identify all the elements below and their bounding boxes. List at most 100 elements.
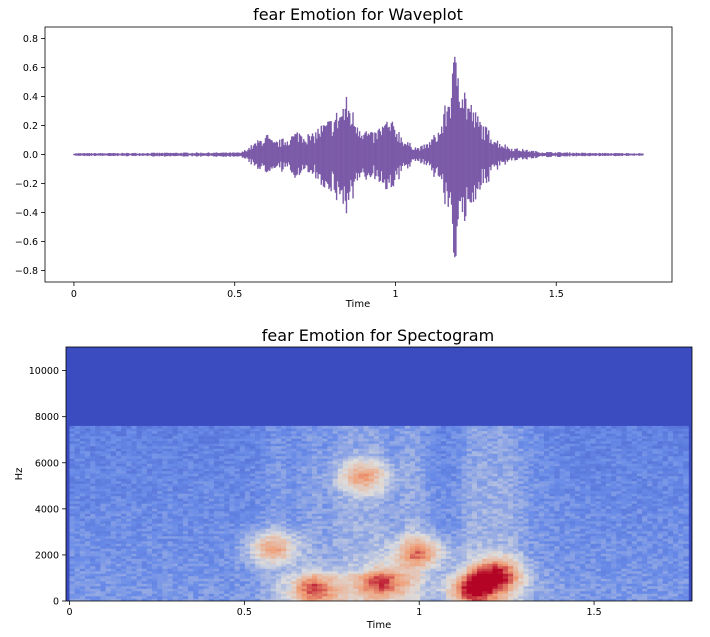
- spectrogram-cell: [363, 508, 369, 512]
- spectrogram-cell: [358, 558, 364, 562]
- spectrogram-cell: [152, 578, 158, 582]
- spectrogram-cell: [79, 485, 86, 489]
- spectrogram-cell: [229, 503, 235, 507]
- spectrogram-cell: [358, 528, 364, 532]
- spectrogram-cell: [90, 543, 96, 547]
- spectrogram-cell: [250, 570, 256, 574]
- spectrogram-cell: [234, 555, 241, 559]
- spectrogram-cell: [291, 553, 297, 557]
- spectrogram-cell: [270, 598, 277, 601]
- spectrogram-cell: [84, 533, 91, 537]
- spectrogram-cell: [74, 595, 81, 599]
- spectrogram-cell: [157, 448, 163, 452]
- spectrogram-cell: [141, 463, 148, 467]
- spectrogram-cell: [260, 553, 266, 557]
- spectrogram-cell: [260, 480, 266, 484]
- spectrogram-cell: [105, 438, 112, 442]
- spectrogram-cell: [260, 448, 266, 452]
- spectrogram-cell: [234, 530, 241, 534]
- spectrogram-cell: [373, 528, 380, 532]
- spectrogram-cell: [311, 588, 318, 592]
- spectrogram-cell: [69, 523, 75, 527]
- spectrogram-cell: [332, 450, 339, 454]
- spectrogram-cell: [291, 520, 297, 524]
- spectrogram-cell: [162, 498, 168, 502]
- spectrogram-cell: [193, 473, 199, 477]
- spectrogram-cell: [317, 428, 323, 432]
- spectrogram-cell: [353, 515, 359, 519]
- spectrogram-cell: [255, 483, 261, 487]
- spectrogram-cell: [275, 583, 282, 587]
- spectrogram-cell: [110, 430, 117, 434]
- spectrogram-cell: [198, 478, 204, 482]
- spectrogram-cell: [379, 475, 385, 479]
- spectrogram-cell: [219, 550, 225, 554]
- spectrogram-cell: [229, 438, 235, 442]
- spectrogram-cell: [167, 505, 173, 509]
- spectrogram-cell: [95, 470, 101, 474]
- spectrogram-cell: [280, 438, 287, 442]
- spectrogram-cell: [121, 553, 127, 557]
- spectrogram-cell: [306, 533, 313, 537]
- spectrogram-cell: [100, 505, 106, 509]
- spectrogram-cell: [373, 570, 380, 574]
- spectrogram-cell: [394, 550, 400, 554]
- spectrogram-cell: [198, 433, 204, 437]
- spectrogram-cell: [327, 483, 333, 487]
- spectrogram-cell: [90, 555, 96, 559]
- spectrogram-cell: [193, 585, 199, 589]
- spectrogram-cell: [213, 543, 220, 547]
- spectrogram-cell: [84, 485, 91, 489]
- spectrogram-cell: [373, 543, 380, 547]
- spectrogram-cell: [198, 453, 204, 457]
- spectrogram-cell: [322, 583, 328, 587]
- spectrogram-cell: [136, 528, 143, 532]
- spectrogram-cell: [79, 468, 86, 472]
- spectrogram-cell: [286, 498, 292, 502]
- spectrogram-cell: [188, 483, 194, 487]
- spectrogram-cell: [100, 475, 106, 479]
- spectrogram-cell: [224, 458, 230, 462]
- spectrogram-cell: [121, 480, 127, 484]
- spectrogram-cell: [193, 478, 199, 482]
- spectrogram-cell: [162, 590, 168, 594]
- spectrogram-cell: [100, 478, 106, 482]
- spectrogram-cell: [306, 465, 313, 469]
- spectrogram-cell: [203, 518, 210, 522]
- spectrogram-cell: [110, 445, 117, 449]
- spectrogram-cell: [291, 455, 297, 459]
- spectrogram-cell: [255, 425, 261, 429]
- spectrogram-cell: [239, 520, 246, 524]
- spectrogram-cell: [84, 458, 91, 462]
- spectrogram-cell: [79, 430, 86, 434]
- spectrogram-cell: [121, 455, 127, 459]
- spectrogram-cell: [177, 468, 184, 472]
- spectrogram-cell: [219, 588, 225, 592]
- spectrogram-cell: [250, 440, 256, 444]
- spectrogram-cell: [105, 510, 112, 514]
- spectrogram-cell: [136, 575, 143, 579]
- x-tick-label: 0.5: [227, 289, 242, 300]
- spectrogram-cell: [244, 500, 251, 504]
- spectrogram-cell: [69, 585, 75, 589]
- spectrogram-cell: [250, 518, 256, 522]
- spectrogram-cell: [291, 513, 297, 517]
- spectrogram-cell: [260, 425, 266, 429]
- spectrogram-cell: [250, 533, 256, 537]
- spectrogram-cell: [105, 590, 112, 594]
- spectrogram-cell: [301, 558, 308, 562]
- spectrogram-cell: [131, 425, 137, 429]
- spectrogram-cell: [95, 563, 101, 567]
- spectrogram-cell: [203, 520, 210, 524]
- spectrogram-cell: [337, 433, 344, 437]
- spectrogram-cell: [182, 545, 189, 549]
- spectrogram-cell: [301, 465, 308, 469]
- spectrogram-cell: [275, 568, 282, 572]
- spectrogram-cell: [198, 435, 204, 439]
- spectrogram-cell: [296, 590, 302, 594]
- spectrogram-cell: [270, 480, 277, 484]
- spectrogram-cell: [172, 540, 179, 544]
- spectrogram-cell: [110, 525, 117, 529]
- spectrogram-cell: [260, 490, 266, 494]
- spectrogram-cell: [286, 570, 292, 574]
